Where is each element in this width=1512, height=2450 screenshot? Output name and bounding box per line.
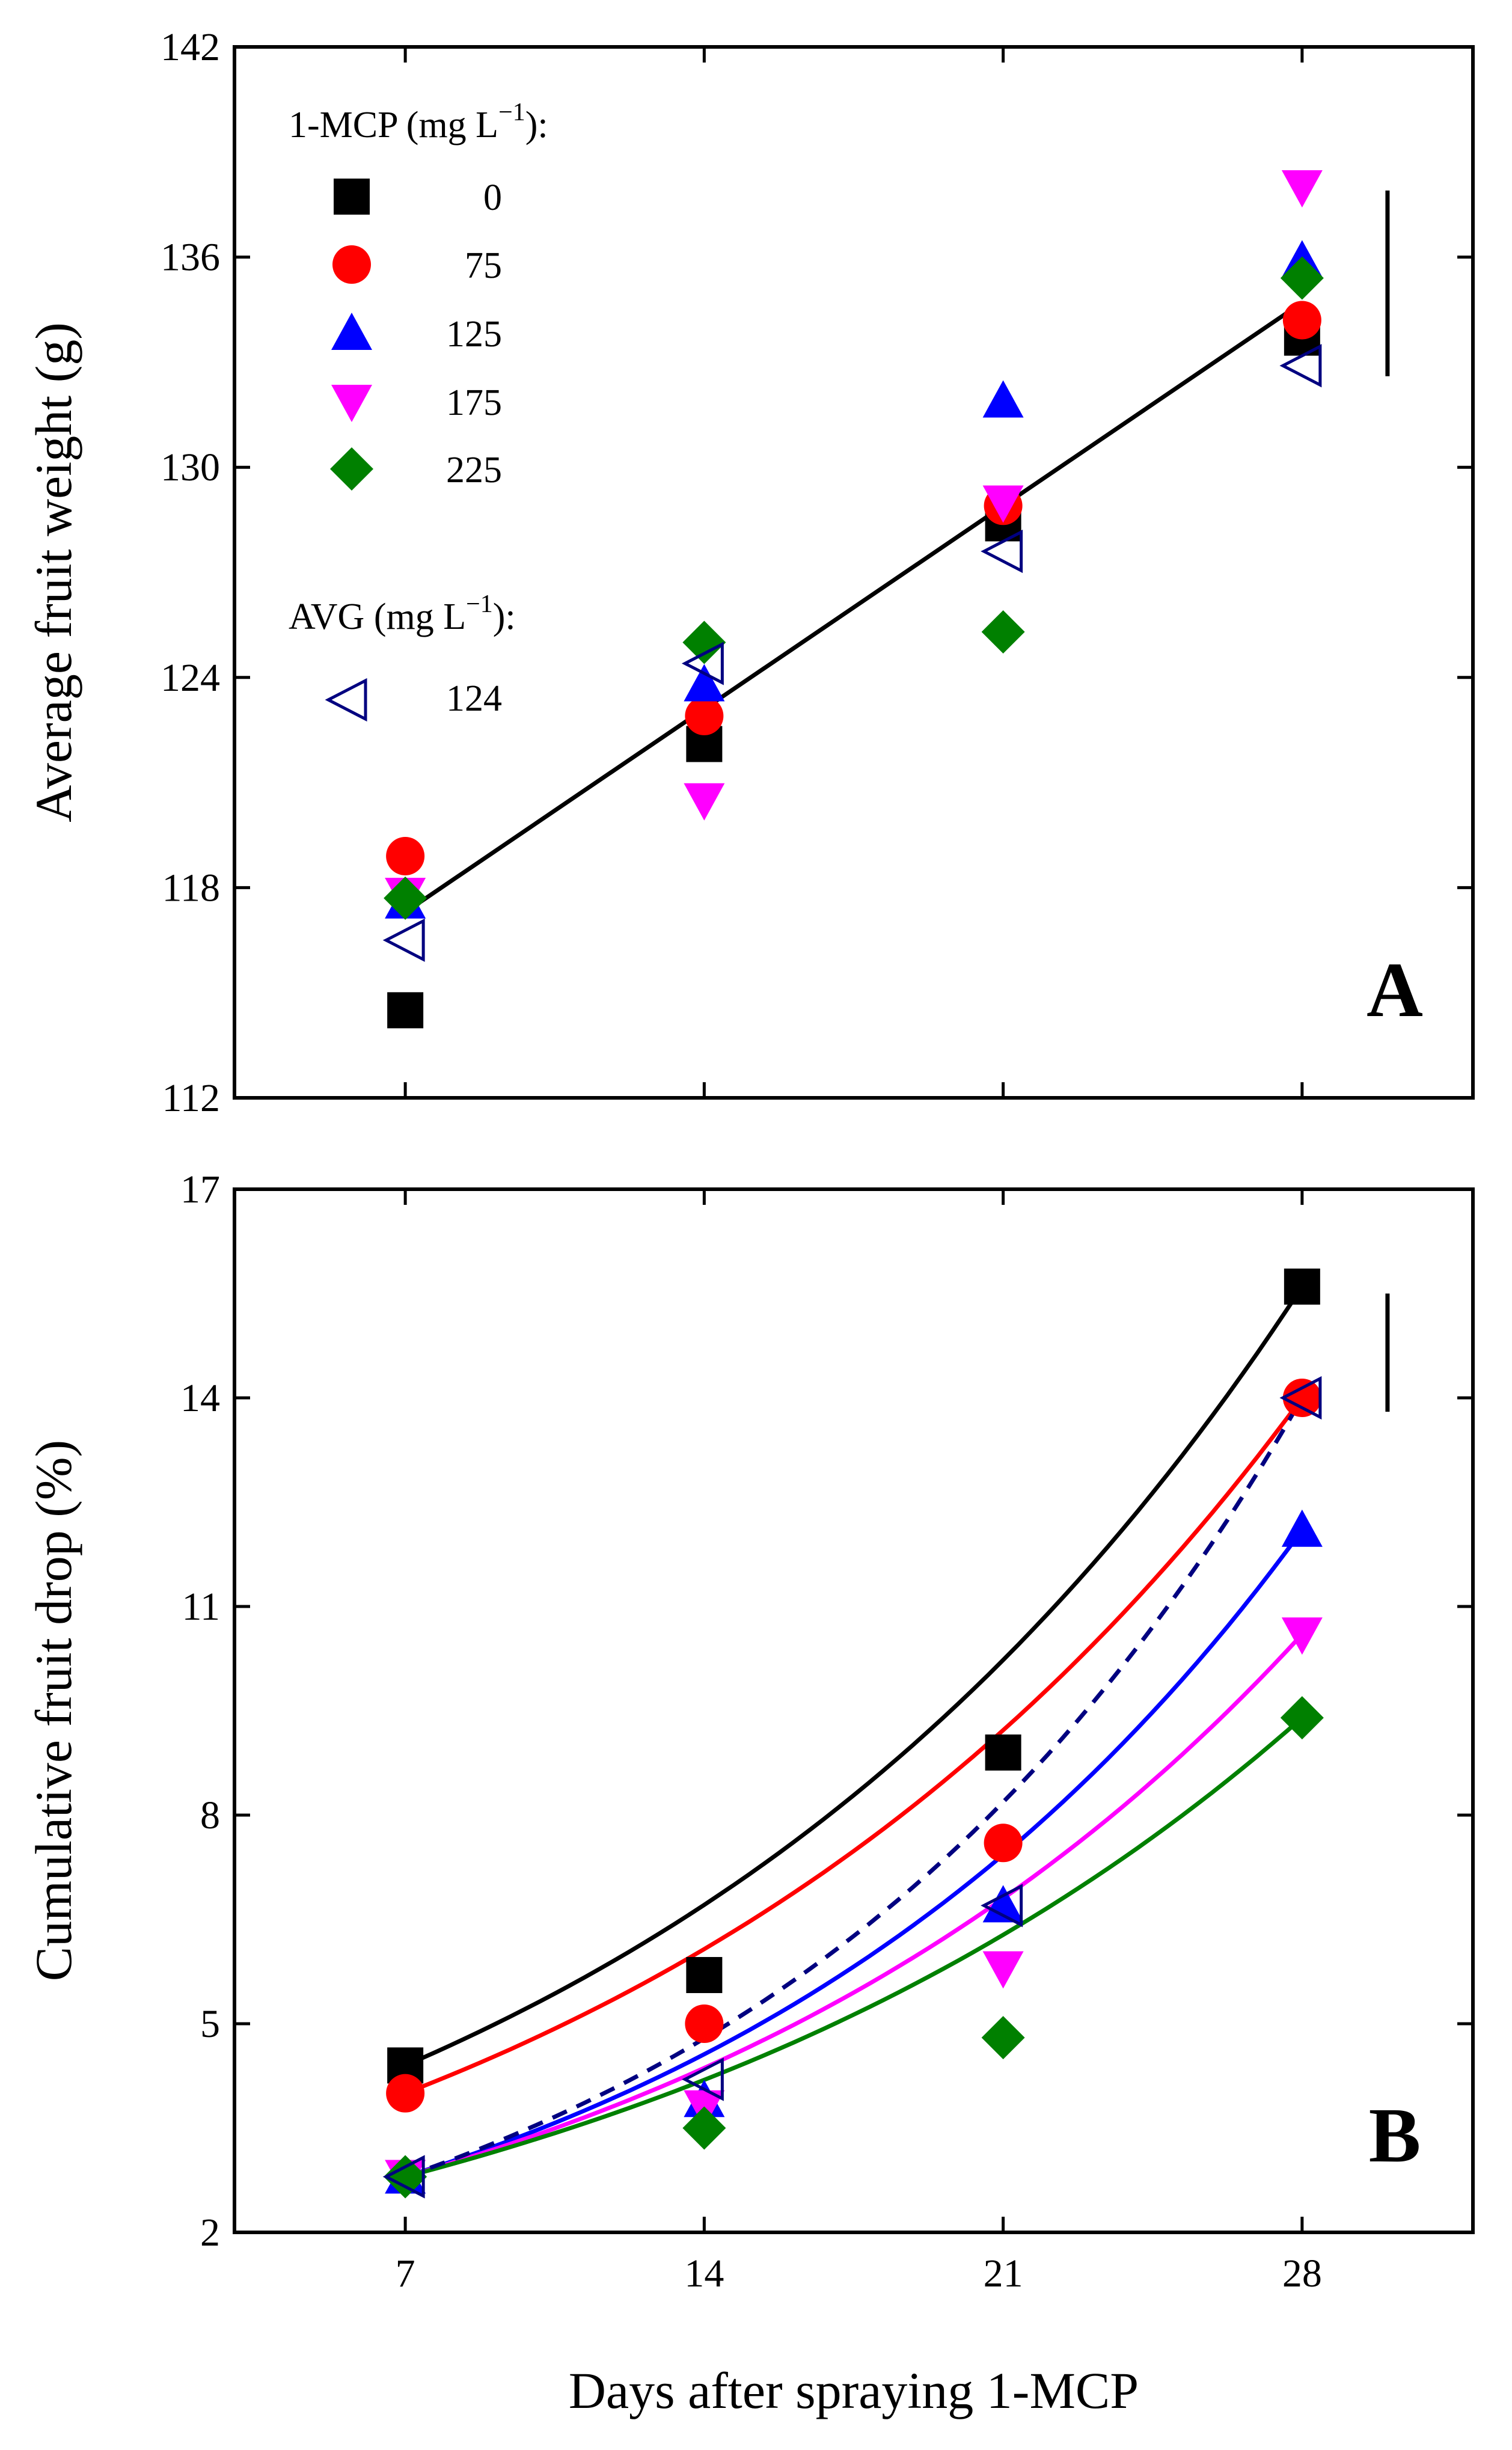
panel-a-point-series-124 xyxy=(1279,344,1322,388)
panel-a-point-series-75 xyxy=(386,836,425,875)
panel-b-fit-curve-124 xyxy=(404,1397,1304,2179)
panel-b-point-series-225 xyxy=(1280,1696,1324,1740)
legend-label-0: 0 xyxy=(483,177,502,218)
legend-header-avg: AVG (mg L−1): xyxy=(289,590,516,637)
panel-b-y-tick-label: 8 xyxy=(200,1793,220,1837)
panel-a-point-series-175 xyxy=(982,485,1024,523)
panel-a-point-series-75 xyxy=(1282,301,1321,340)
panel-b-point-series-75 xyxy=(984,1824,1023,1863)
legend-marker-175 xyxy=(331,385,372,422)
legend-marker-0 xyxy=(334,179,370,215)
x-tick-label: 14 xyxy=(684,2252,724,2295)
panel-b-point-series-124 xyxy=(382,2155,425,2199)
legend-marker-225 xyxy=(330,447,373,491)
panel-b-point-series-175 xyxy=(1281,1617,1323,1655)
panel-b-point-series-0 xyxy=(985,1734,1021,1771)
panel-b-fit-curve-175 xyxy=(405,1632,1304,2179)
panel-a-y-tick-label: 130 xyxy=(161,446,220,489)
legend-label-225: 225 xyxy=(446,450,502,491)
panel-b-point-series-75 xyxy=(685,2004,724,2043)
panel-b-ticks: 2 5 8 11 14 17 7 14 21 28 xyxy=(180,1168,1473,2295)
panel-b-point-series-175 xyxy=(982,1951,1024,1989)
panel-a-regression-line xyxy=(404,301,1303,914)
legend-label-175: 175 xyxy=(446,382,502,423)
panel-b-point-series-225 xyxy=(981,2016,1025,2060)
x-axis-title: Days after spraying 1-MCP xyxy=(569,2362,1139,2419)
panel-b-fit-curve-0 xyxy=(404,1285,1304,2068)
panel-a-point-series-225 xyxy=(682,620,726,664)
panel-b-ylabel: Cumulative fruit drop (%) xyxy=(25,1440,82,1981)
panel-b-point-series-75 xyxy=(386,2074,425,2113)
panel-a-y-tick-label: 136 xyxy=(161,236,220,280)
panel-b-point-series-125 xyxy=(982,1885,1024,1923)
panel-b-y-tick-label: 5 xyxy=(200,2002,220,2046)
panel-a-fit-line xyxy=(404,301,1303,914)
x-tick-label: 7 xyxy=(396,2252,415,2295)
panel-a-point-series-175 xyxy=(684,783,725,821)
panel-a-marks xyxy=(382,170,1324,1029)
panel-b-point-series-125 xyxy=(1281,1509,1323,1547)
panel-a-y-tick-label: 112 xyxy=(162,1076,220,1120)
panel-a-frame xyxy=(233,45,1475,1100)
panel-a: 112 118 124 130 136 142 Average fruit weight … xyxy=(25,25,1475,1120)
x-tick-label: 21 xyxy=(984,2252,1023,2295)
panel-a-point-series-124 xyxy=(382,918,425,962)
panel-a-point-series-75 xyxy=(685,696,724,735)
legend-label-avg: 124 xyxy=(446,678,502,719)
panel-b-point-series-225 xyxy=(682,2106,726,2150)
panel-a-y-tick-label: 124 xyxy=(161,656,220,700)
panel-b-y-tick-label: 2 xyxy=(200,2211,220,2255)
panel-b-y-tick-label: 11 xyxy=(182,1585,220,1629)
legend-label-75: 75 xyxy=(465,245,502,286)
panel-b-point-series-124 xyxy=(981,1884,1023,1928)
panel-b-point-series-0 xyxy=(1284,1268,1320,1305)
panel-a-y-tick-label: 118 xyxy=(162,866,220,910)
panel-a-point-series-124 xyxy=(681,642,724,685)
panel-b-curves xyxy=(404,1285,1304,2179)
panel-b-point-series-0 xyxy=(686,1957,723,1994)
legend-marker-125 xyxy=(331,313,372,350)
panel-b-frame xyxy=(233,1187,1475,2234)
panel-b-y-tick-label: 14 xyxy=(180,1376,220,1420)
panel-a-point-series-125 xyxy=(982,380,1024,418)
legend-marker-avg xyxy=(325,678,367,722)
legend-marker-75 xyxy=(332,245,371,284)
legend-label-125: 125 xyxy=(446,314,502,355)
panel-a-y-tick-label: 142 xyxy=(161,25,220,69)
panel-a-point-series-0 xyxy=(387,992,424,1029)
panel-a-letter: A xyxy=(1367,947,1423,1034)
panel-a-ylabel: Average fruit weight (g) xyxy=(25,322,82,822)
panel-b-fit-curve-225 xyxy=(405,1716,1304,2179)
panel-a-point-series-225 xyxy=(384,876,427,920)
legend-header-1mcp: 1-MCP (mg L−1): xyxy=(289,99,548,145)
panel-a-point-series-175 xyxy=(1281,170,1323,208)
panel-a-point-series-225 xyxy=(981,610,1025,654)
x-tick-label: 28 xyxy=(1282,2252,1322,2295)
panel-a-ticks: 112 118 124 130 136 142 xyxy=(161,25,1473,1120)
panel-b-point-series-124 xyxy=(681,2057,724,2101)
panel-b-point-series-225 xyxy=(384,2155,427,2199)
panel-b-y-tick-label: 17 xyxy=(180,1168,220,1211)
panel-a-point-series-125 xyxy=(684,664,725,702)
panel-b: 2 5 8 11 14 17 7 14 21 28 Cumulative fruit drop (… xyxy=(25,1168,1475,2295)
panel-b-fit-curve-125 xyxy=(405,1528,1304,2179)
legend: 1-MCP (mg L−1): 0 75 125 175 225 AVG (mg L−1):… xyxy=(289,99,548,722)
panel-b-fit-curve-75 xyxy=(404,1396,1304,2095)
panel-b-marks xyxy=(382,1268,1324,2199)
panel-a-point-series-225 xyxy=(1280,256,1324,300)
panel-b-point-series-124 xyxy=(1279,1376,1322,1420)
panel-b-point-series-75 xyxy=(1282,1379,1321,1417)
panel-a-point-series-124 xyxy=(981,529,1023,574)
panel-b-letter: B xyxy=(1369,2092,1421,2179)
